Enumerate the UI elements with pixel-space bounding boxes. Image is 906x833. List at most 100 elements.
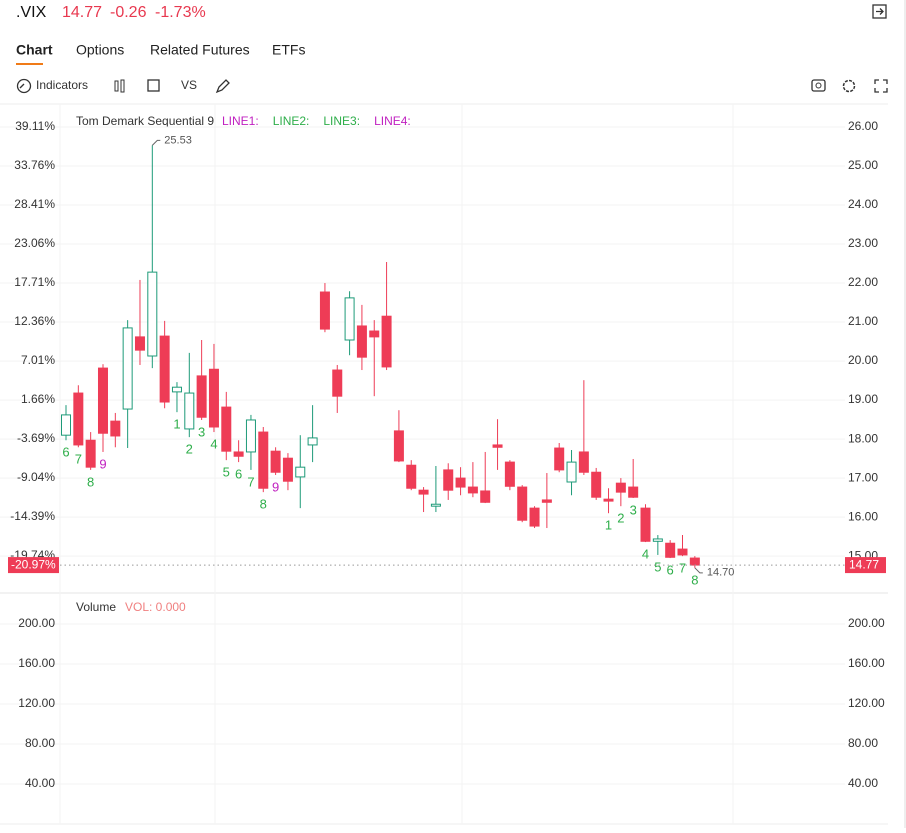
indicators-label: Indicators (36, 78, 88, 92)
candle-body (282, 457, 293, 482)
tab[interactable]: Chart (16, 42, 53, 58)
tab[interactable]: Related Futures (150, 42, 250, 58)
candle-body (517, 486, 528, 521)
vs-button[interactable]: VS (181, 78, 197, 92)
candle-body (541, 499, 552, 503)
td-count: 2 (186, 442, 193, 457)
candle-body (652, 538, 663, 542)
settings-icon[interactable] (842, 79, 856, 93)
td-count: 8 (691, 572, 698, 587)
candle-body (147, 271, 158, 357)
candle-body (110, 420, 121, 437)
candle-body (615, 482, 626, 493)
y-tick-label: 160.00 (848, 656, 885, 670)
candle-body (332, 369, 343, 397)
candle-body (677, 548, 688, 556)
symbol: .VIX (16, 4, 47, 21)
candle-body (455, 477, 466, 488)
y2-tick-label: -9.04% (17, 470, 55, 484)
candle-body (258, 431, 269, 489)
td-count: 4 (642, 547, 649, 562)
candle-body (418, 489, 429, 495)
y-tick-label: 22.00 (848, 275, 878, 289)
candle-body (603, 498, 614, 502)
y-tick-label: 120.00 (18, 696, 55, 710)
y-tick-label: 200.00 (848, 616, 885, 630)
tab[interactable]: Options (76, 42, 124, 58)
last-price: 14.77 (849, 557, 879, 571)
change-pct: -1.73% (155, 4, 206, 21)
td-count: 6 (235, 467, 242, 482)
candle-body (665, 542, 676, 558)
candle-body (406, 464, 417, 489)
td-count: 8 (87, 474, 94, 489)
candle-body (97, 367, 108, 434)
td-count: 6 (62, 445, 69, 460)
td-count: 1 (173, 417, 180, 432)
candle-body (689, 557, 700, 566)
candle-body (504, 461, 515, 487)
td-count: 3 (198, 424, 205, 439)
td-count: 7 (679, 561, 686, 576)
y-tick-label: 20.00 (848, 353, 878, 367)
td-count: 9 (272, 479, 279, 494)
candle-body (122, 327, 133, 410)
change: -0.26 (110, 4, 147, 21)
y2-tick-label: -14.39% (10, 509, 55, 523)
volume-title: Volume (76, 600, 116, 614)
y-tick-label: 19.00 (848, 392, 878, 406)
candle-body (159, 335, 170, 403)
last-pct-box (8, 557, 59, 574)
td-count: 3 (630, 502, 637, 517)
y-tick-label: 200.00 (18, 616, 55, 630)
draw-icon[interactable] (215, 79, 230, 94)
y-tick-label: 21.00 (848, 314, 878, 328)
shape-icon[interactable] (147, 79, 160, 92)
candle-body (529, 507, 540, 527)
y-tick-label: 24.00 (848, 197, 878, 211)
y-tick-label: 40.00 (25, 776, 55, 790)
y-tick-label: 80.00 (848, 736, 878, 750)
y2-tick-label: 17.71% (14, 275, 55, 289)
td-count: 4 (210, 437, 217, 452)
y2-tick-label: 12.36% (14, 314, 55, 328)
candle-body (307, 437, 318, 446)
candle-body (381, 315, 392, 368)
candle-body (184, 392, 195, 430)
camera-icon[interactable] (811, 79, 826, 92)
candle-body (591, 471, 602, 498)
tab-underline (16, 63, 43, 65)
price: 14.77 (62, 4, 102, 21)
y2-tick-label: 28.41% (14, 197, 55, 211)
indicator-name: Tom Demark Sequential 9 (76, 114, 214, 128)
indicator-line: LINE2: (273, 114, 310, 128)
candle-body (492, 444, 503, 448)
y-tick-label: 17.00 (848, 470, 878, 484)
grid-vertical (59, 104, 734, 824)
y2-tick-label: 33.76% (14, 158, 55, 172)
volume-label: VOL: 0.000 (125, 600, 186, 614)
y-tick-label: 80.00 (25, 736, 55, 750)
fullscreen-icon[interactable] (874, 79, 888, 93)
td-count: 2 (617, 511, 624, 526)
indicators-button[interactable]: Indicators (16, 78, 89, 94)
candle-icon[interactable] (114, 79, 125, 93)
exit-icon[interactable] (872, 4, 887, 19)
y2-tick-label: 1.66% (21, 392, 55, 406)
candle-body (628, 486, 639, 498)
y2-tick-label: 7.01% (21, 353, 55, 367)
candle-body (61, 414, 71, 436)
td-count: 6 (667, 562, 674, 577)
candle-body (295, 466, 306, 478)
td-count: 7 (75, 452, 82, 467)
candle-body (233, 451, 244, 457)
candle-body (566, 461, 577, 483)
candle-body (393, 430, 404, 462)
y-tick-label: 23.00 (848, 236, 878, 250)
candle-body (73, 392, 84, 446)
td-count: 5 (654, 559, 661, 574)
tab[interactable]: ETFs (272, 42, 305, 58)
y2-tick-label: -3.69% (17, 431, 55, 445)
y2-tick-label: 39.11% (15, 119, 55, 133)
